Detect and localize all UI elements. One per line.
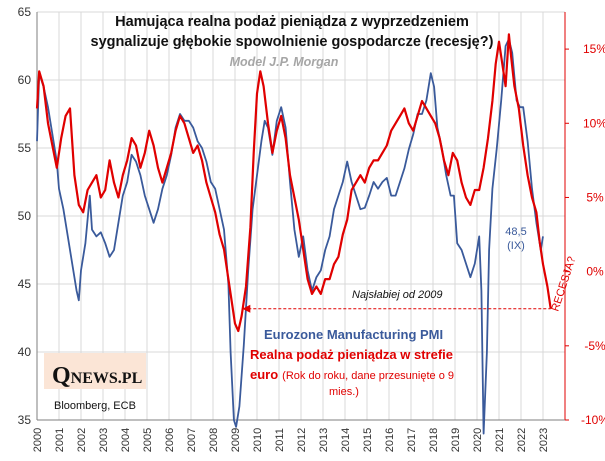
hline-annotation: Najsłabiej od 2009: [352, 289, 443, 301]
chart-marks: [242, 304, 551, 313]
legend-money-note-line2: mies.): [329, 386, 359, 398]
logo-q: Q: [52, 363, 71, 389]
y-left-tick-label: 45: [18, 277, 32, 291]
x-tick-label: 2002: [76, 428, 88, 452]
x-tick-label: 2001: [54, 428, 66, 452]
x-tick-label: 2021: [494, 428, 506, 452]
y-right-tick-label: 5%: [586, 190, 604, 204]
x-tick-label: 2007: [186, 428, 198, 452]
y-right-tick-label: -5%: [584, 339, 605, 353]
x-tick-label: 2019: [450, 428, 462, 452]
source-label: Bloomberg, ECB: [54, 400, 136, 412]
series-line-money-supply: [35, 33, 552, 333]
legend-pmi: Eurozone Manufacturing PMI: [264, 327, 443, 342]
x-tick-label: 2009: [230, 428, 242, 452]
y-left-tick-label: 65: [18, 5, 32, 19]
series-line-pmi: [36, 38, 544, 435]
x-tick-label: 2005: [142, 428, 154, 452]
x-tick-label: 2015: [362, 428, 374, 452]
last-value-label: 48,5: [505, 226, 526, 238]
x-tick-label: 2023: [538, 428, 550, 452]
x-tick-label: 2004: [120, 428, 132, 452]
last-value-month: (IX): [507, 240, 525, 252]
y-right-tick-label: 10%: [583, 116, 605, 130]
x-tick-label: 2003: [98, 428, 110, 452]
x-tick-label: 2008: [208, 428, 220, 452]
x-tick-label: 2017: [406, 428, 418, 452]
x-tick-label: 2016: [384, 428, 396, 452]
y-right-tick-label: 0%: [586, 265, 604, 279]
reference-arrowhead: [242, 304, 251, 313]
y-left-tick-label: 40: [18, 345, 32, 359]
y-left-tick-label: 55: [18, 141, 32, 155]
grid-lines: [36, 11, 565, 421]
logo-rest: NEWS.PL: [71, 370, 143, 387]
y-right-tick-label: -10%: [581, 413, 605, 427]
y-left-tick-label: 35: [18, 413, 32, 427]
y-left-tick-label: 60: [18, 73, 32, 87]
x-tick-label: 2013: [318, 428, 330, 452]
x-tick-label: 2006: [164, 428, 176, 452]
x-tick-label: 2014: [340, 428, 352, 452]
y-right-tick-label: 15%: [583, 42, 605, 56]
legend-money-line1: Realna podaż pieniądza w strefie: [250, 347, 453, 362]
x-tick-label: 2018: [428, 428, 440, 452]
legend-money-bold: euro: [250, 367, 278, 382]
legend-money-note: (Rok do roku, dane przesunięte o 9: [282, 370, 454, 382]
x-tick-label: 2000: [32, 428, 44, 452]
chart-title-line2: sygnalizuje głębokie spowolnienie gospod…: [91, 34, 494, 50]
logo-background: [44, 353, 146, 389]
series-lines: [35, 33, 552, 435]
x-tick-label: 2011: [274, 428, 286, 452]
x-tick-label: 2012: [296, 428, 308, 452]
chart-title-line1: Hamująca realna podaż pieniądza z wyprze…: [115, 14, 469, 30]
x-tick-label: 2022: [516, 428, 528, 452]
axes: 35 40 45 50 55 60 65 2000 2001 2002 2003 2004 2005 20…: [18, 5, 605, 452]
legend-money-line2: euro (Rok do roku, dane przesunięte o 9: [250, 367, 454, 382]
x-tick-label: 2010: [252, 428, 264, 452]
x-tick-label: 2020: [472, 428, 484, 452]
logo: QNEWS.PL: [52, 363, 142, 389]
chart-subtitle: Model J.P. Morgan: [230, 55, 339, 69]
y-left-tick-label: 50: [18, 209, 32, 223]
